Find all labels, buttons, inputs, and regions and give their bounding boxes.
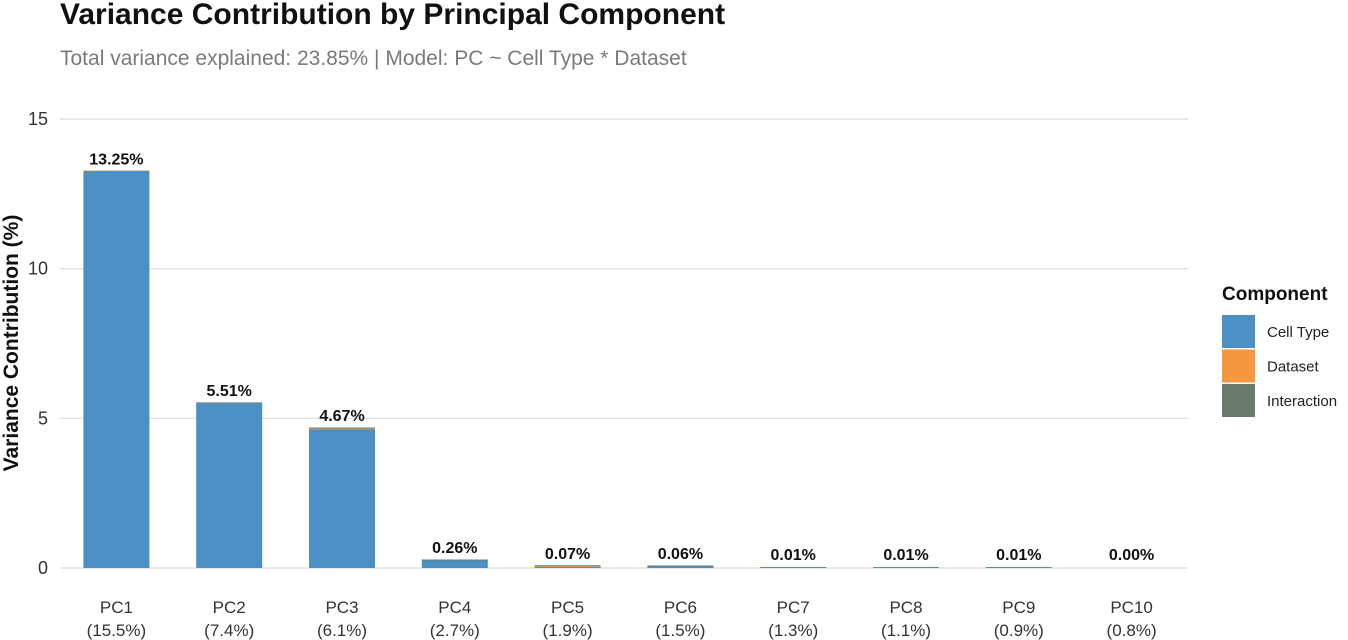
x-tick-sublabel: (6.1%): [317, 621, 367, 640]
bar-value-label: 13.25%: [89, 151, 143, 168]
chart-subtitle: Total variance explained: 23.85% | Model…: [60, 47, 687, 70]
bar-value-label: 0.00%: [1109, 547, 1154, 564]
y-axis-ticks: 0 5 10 15: [28, 109, 48, 578]
bar-value-label: 0.07%: [545, 546, 590, 563]
legend-title: Component: [1222, 284, 1328, 305]
legend-label-dataset: Dataset: [1267, 359, 1320, 376]
bar-segment-dataset: [534, 565, 601, 567]
bar-segment-dataset: [309, 428, 375, 430]
bar-segment-cell-type: [760, 567, 827, 568]
bars: [83, 170, 1052, 568]
y-tick-label: 10: [28, 259, 48, 279]
legend-label-interaction: Interaction: [1267, 393, 1337, 410]
x-tick-label: PC9: [1002, 598, 1035, 617]
x-tick-label: PC3: [325, 598, 358, 617]
bar-segment-cell-type: [534, 566, 601, 568]
bar-segment-cell-type: [985, 567, 1052, 568]
legend-label-cell-type: Cell Type: [1267, 324, 1329, 341]
y-tick-label: 0: [38, 558, 48, 578]
bar-segment-cell-type: [196, 403, 263, 568]
bar-segment-interaction: [647, 565, 714, 567]
x-tick-label: PC6: [664, 598, 697, 617]
x-tick-sublabel: (1.5%): [655, 621, 705, 640]
legend-swatch-interaction: [1222, 384, 1255, 417]
x-tick-sublabel: (7.4%): [204, 621, 254, 640]
bar-segment-interaction: [309, 427, 375, 429]
x-tick-sublabel: (0.8%): [1107, 621, 1157, 640]
legend-swatch-dataset: [1222, 349, 1255, 383]
bar-value-label: 5.51%: [207, 383, 252, 400]
bar-segment-cell-type: [421, 560, 488, 568]
x-tick-label: PC5: [551, 598, 584, 617]
bar-segment-cell-type: [309, 429, 375, 568]
x-tick-sublabel: (1.3%): [768, 621, 818, 640]
x-tick-label: PC2: [213, 598, 246, 617]
legend: Component Cell Type Dataset Interaction: [1222, 284, 1337, 417]
bar-segment-interaction: [83, 170, 150, 172]
x-tick-label: PC4: [438, 598, 471, 617]
bar-value-label: 0.01%: [883, 547, 928, 564]
y-tick-label: 5: [38, 408, 48, 428]
bar-value-label: 0.06%: [658, 546, 703, 563]
x-axis-ticks: PC1 (15.5%) PC2 (7.4%) PC3 (6.1%) PC4 (2.7%) PC5…: [87, 598, 1157, 640]
bar-value-label: 0.01%: [996, 547, 1041, 564]
bar-value-labels: 13.25% 5.51% 4.67% 0.26% 0.07% 0.06% 0.01% 0.01…: [89, 151, 1154, 564]
bar-value-label: 4.67%: [319, 408, 364, 425]
bar-value-label: 0.26%: [432, 540, 477, 557]
y-tick-label: 15: [28, 109, 48, 129]
bar-segment-cell-type: [83, 171, 150, 568]
bar-segment-interaction: [534, 565, 601, 567]
x-tick-sublabel: (1.1%): [881, 621, 931, 640]
bar-segment-cell-type: [647, 566, 714, 568]
bar-segment-interaction: [196, 402, 263, 404]
x-tick-sublabel: (15.5%): [87, 621, 147, 640]
chart-title: Variance Contribution by Principal Compo…: [60, 0, 725, 31]
bar-value-label: 0.01%: [771, 547, 816, 564]
x-tick-label: PC8: [889, 598, 922, 617]
bar-segment-interaction: [421, 559, 488, 561]
x-tick-sublabel: (1.9%): [543, 621, 593, 640]
x-tick-label: PC1: [100, 598, 133, 617]
x-tick-label: PC10: [1110, 598, 1153, 617]
y-axis-label: Variance Contribution (%): [0, 215, 23, 472]
x-tick-sublabel: (0.9%): [994, 621, 1044, 640]
x-tick-label: PC7: [777, 598, 810, 617]
bar-segment-cell-type: [873, 567, 939, 568]
legend-swatch-cell-type: [1222, 315, 1255, 348]
x-tick-sublabel: (2.7%): [430, 621, 480, 640]
